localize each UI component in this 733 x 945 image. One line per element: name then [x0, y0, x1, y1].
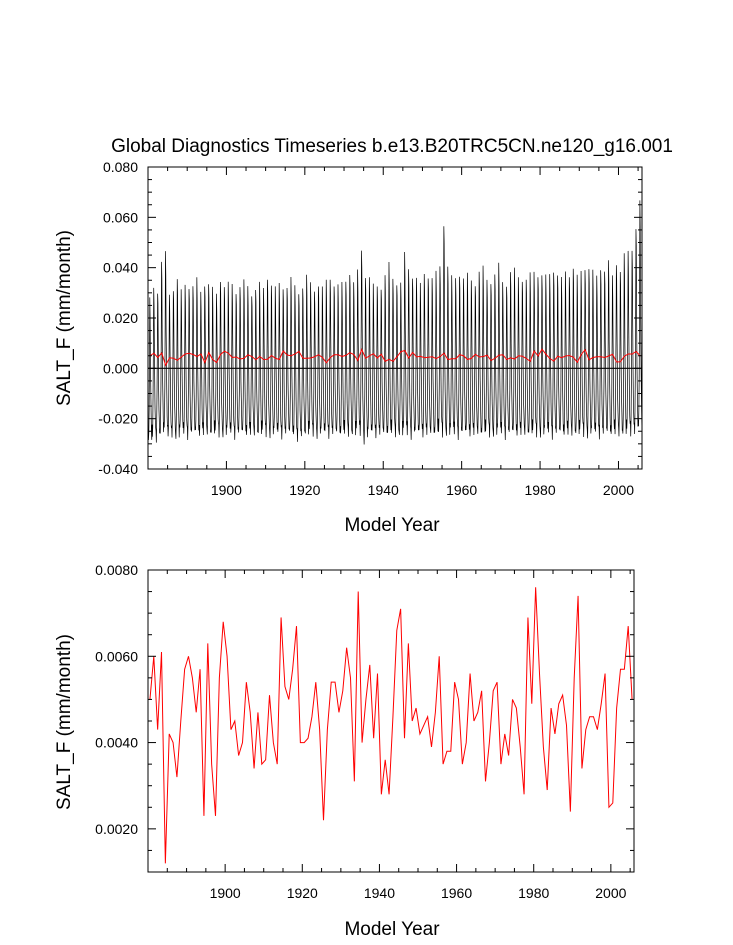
y-tick-label: 0.0040 [95, 735, 138, 751]
x-tick-label: 1920 [287, 885, 318, 901]
x-tick-label: 1960 [441, 885, 472, 901]
x-tick-label: 1980 [518, 885, 549, 901]
annual-mean-line [149, 348, 641, 367]
x-tick-label: 2000 [603, 482, 634, 498]
bottom-series-group [149, 587, 633, 864]
top-ticks-group: 1900 1920 1940 1960 1980 2000 -0.040 -0.020 0.00… [98, 159, 642, 498]
top-plot: Global Diagnostics Timeseries b.e13.B20T… [54, 136, 673, 536]
bottom-plot: 1900 1920 1940 1960 1980 2000 0.0020 0.0040 0.00… [54, 562, 635, 940]
x-tick-label: 1980 [524, 482, 555, 498]
y-tick-label: 0.020 [103, 310, 138, 326]
y-tick-label: 0.0020 [95, 821, 138, 837]
y-tick-label: 0.040 [103, 260, 138, 276]
y-tick-label: 0.060 [103, 209, 138, 225]
monthly-series-line [147, 200, 643, 445]
x-tick-label: 1940 [364, 885, 395, 901]
bottom-ticks-group: 1900 1920 1940 1960 1980 2000 0.0020 0.0040 0.00… [95, 562, 634, 901]
x-tick-label: 1960 [446, 482, 477, 498]
x-tick-label: 1900 [210, 885, 241, 901]
y-tick-label: 0.000 [103, 360, 138, 376]
y-tick-label: 0.0060 [95, 648, 138, 664]
top-y-axis-label: SALT_F (mm/month) [54, 230, 75, 406]
top-series-group [147, 200, 643, 445]
top-chart-title: Global Diagnostics Timeseries b.e13.B20T… [111, 136, 673, 157]
bottom-x-axis-label: Model Year [344, 919, 440, 940]
y-tick-label: 0.080 [103, 159, 138, 175]
x-tick-label: 1940 [368, 482, 399, 498]
x-tick-label: 1920 [289, 482, 320, 498]
bottom-plot-frame [147, 569, 635, 873]
y-tick-label: 0.0080 [95, 562, 138, 578]
x-tick-label: 2000 [595, 885, 626, 901]
annual-series-line [149, 587, 633, 864]
x-tick-label: 1900 [211, 482, 242, 498]
top-x-axis-label: Model Year [344, 515, 440, 536]
top-plot-frame [147, 166, 643, 470]
y-tick-label: -0.040 [98, 461, 138, 477]
bottom-y-axis-label: SALT_F (mm/month) [54, 634, 75, 810]
y-tick-label: -0.020 [98, 411, 138, 427]
